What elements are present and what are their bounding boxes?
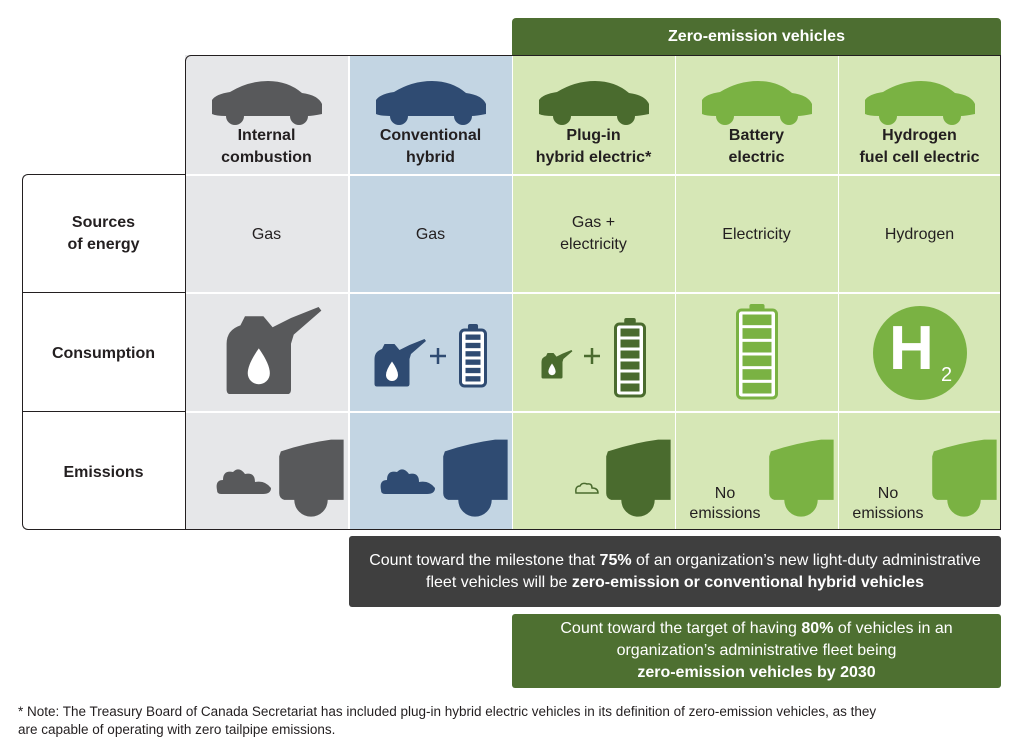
row-label-frame	[22, 174, 185, 530]
h2-letter: H	[889, 314, 934, 383]
target-box: Count toward the target of having 80% of…	[512, 614, 1001, 688]
gas-can-icon	[226, 307, 322, 395]
gas-can-icon	[374, 339, 426, 387]
row-divider	[185, 292, 1001, 294]
car-icon	[865, 81, 975, 125]
table-frame	[185, 55, 1001, 530]
exhaust-smoke-icon	[380, 469, 435, 494]
column-header: Battery electric	[728, 127, 785, 166]
car-rear-icon	[606, 439, 671, 517]
car-icon	[212, 81, 322, 125]
plus-icon	[430, 348, 446, 364]
car-icon	[376, 81, 486, 125]
no-emissions-label: No emissions	[689, 485, 761, 522]
car-rear-icon	[932, 439, 997, 517]
row-label-consumption: Consumption	[51, 345, 156, 362]
column-header: Internal combustion	[221, 127, 312, 166]
row-divider	[22, 411, 185, 412]
car-rear-icon	[279, 439, 344, 517]
car-icon	[539, 81, 649, 125]
column-header: Conventional hybrid	[379, 127, 482, 166]
row-divider	[22, 292, 185, 293]
footnote: * Note: The Treasury Board of Canada Sec…	[18, 704, 877, 737]
energy-source: Gas + electricity	[560, 214, 627, 253]
battery-icon	[736, 304, 778, 400]
plus-icon	[584, 348, 600, 364]
row-label-emissions: Emissions	[63, 464, 144, 481]
energy-source: Gas	[415, 226, 446, 243]
gas-can-icon	[541, 350, 573, 379]
exhaust-smoke-icon	[575, 482, 599, 494]
zero-emission-banner: Zero-emission vehicles	[512, 18, 1001, 55]
no-emissions-label: No emissions	[852, 485, 924, 522]
energy-source: Gas	[251, 226, 282, 243]
milestone-box: Count toward the milestone that 75% of a…	[349, 536, 1001, 607]
column-header: Hydrogen fuel cell electric	[859, 127, 980, 166]
exhaust-smoke-icon	[216, 469, 271, 494]
car-icon	[702, 81, 812, 125]
battery-icon	[614, 318, 646, 398]
row-divider	[185, 411, 1001, 413]
car-rear-icon	[443, 439, 508, 517]
energy-source: Electricity	[722, 226, 791, 243]
row-label-sources: Sources of energy	[67, 214, 140, 253]
row-divider	[185, 174, 1001, 176]
car-rear-icon	[769, 439, 834, 517]
battery-icon	[459, 324, 487, 388]
column-header: Plug-in hybrid electric*	[535, 127, 652, 166]
h2-subscript: 2	[941, 364, 953, 386]
energy-source: Hydrogen	[884, 226, 955, 243]
